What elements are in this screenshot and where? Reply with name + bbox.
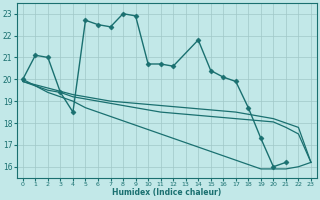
X-axis label: Humidex (Indice chaleur): Humidex (Indice chaleur): [112, 188, 221, 197]
